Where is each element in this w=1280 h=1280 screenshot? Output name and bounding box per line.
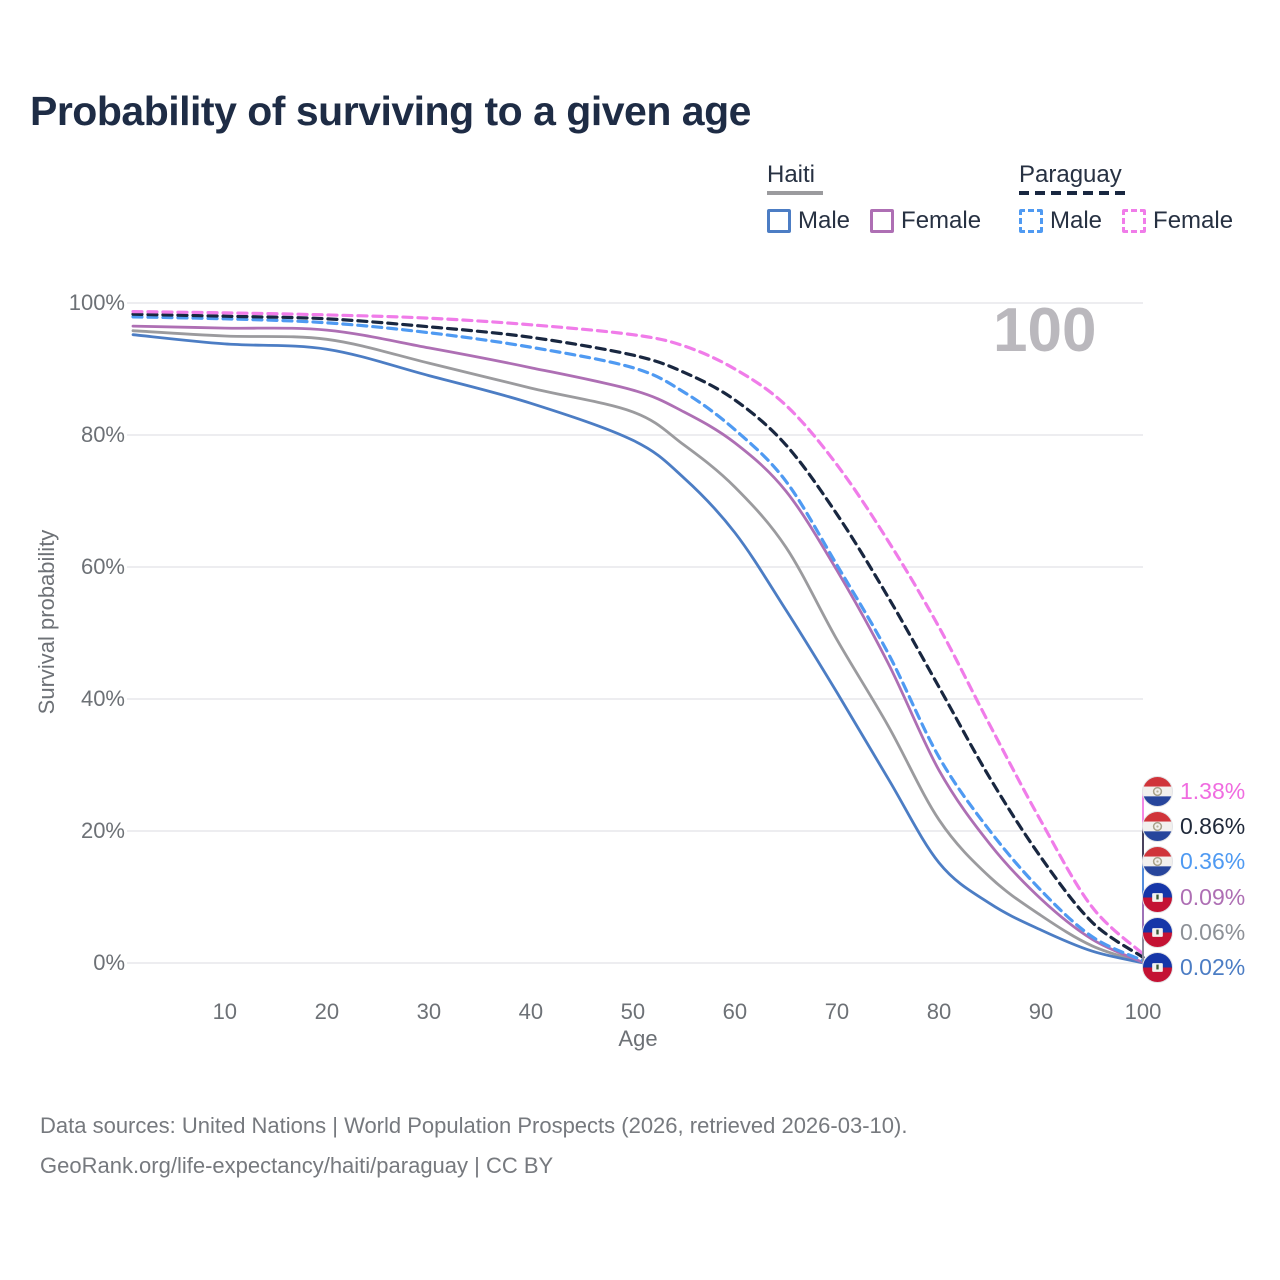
paraguay-line-style-sample	[1019, 191, 1131, 195]
legend-group-haiti: Haiti Male Female	[767, 162, 981, 235]
legend-group-paraguay: Paraguay Male Female	[1019, 162, 1233, 235]
x-tick-50: 50	[620, 999, 646, 1024]
y-tick-80%: 80%	[80, 422, 125, 447]
series-line-paraguay-male[interactable]	[131, 315, 1145, 963]
x-tick-80: 80	[926, 999, 952, 1024]
series-line-paraguay-female[interactable]	[131, 310, 1145, 956]
haiti-male-swatch-icon	[767, 209, 791, 233]
x-tick-20: 20	[314, 999, 340, 1024]
legend-country-paraguay: Paraguay	[1019, 161, 1122, 188]
end-label-value: 1.38%	[1180, 777, 1246, 804]
footer-url-license: GeoRank.org/life-expectancy/haiti/paragu…	[40, 1153, 554, 1178]
x-tick-100: 100	[1124, 999, 1162, 1024]
paraguay-male-swatch-icon	[1019, 209, 1043, 233]
hovered-age-watermark: 100	[993, 296, 1097, 365]
y-tick-40%: 40%	[80, 686, 125, 711]
haiti-line-style-sample	[767, 191, 823, 195]
x-tick-30: 30	[416, 999, 442, 1024]
legend-item-label: Male	[798, 207, 851, 234]
end-label-value: 0.86%	[1180, 812, 1246, 839]
legend-item-label: Male	[1050, 207, 1103, 234]
legend-item-haiti-female[interactable]: Female	[870, 207, 981, 235]
end-label-haiti-total: 0.06%	[1142, 916, 1245, 948]
paraguay-flag-icon	[1142, 776, 1173, 807]
haiti-flag-icon	[1142, 882, 1173, 913]
footer-data-sources: Data sources: United Nations | World Pop…	[40, 1113, 908, 1138]
haiti-flag-icon	[1142, 952, 1173, 983]
x-tick-60: 60	[722, 999, 748, 1024]
legend-item-haiti-male[interactable]: Male	[767, 207, 850, 235]
page-title: Probability of surviving to a given age	[30, 88, 751, 134]
x-axis-title: Age	[618, 1026, 658, 1051]
end-label-haiti-male: 0.02%	[1142, 951, 1245, 983]
y-tick-0%: 0%	[93, 950, 125, 975]
y-axis-title: Survival probability	[34, 529, 59, 715]
end-label-paraguay-female: 1.38%	[1142, 775, 1245, 807]
y-tick-100%: 100%	[68, 290, 125, 315]
end-label-paraguay-male: 0.36%	[1142, 845, 1245, 877]
end-label-value: 0.09%	[1180, 883, 1246, 910]
legend-item-label: Female	[1153, 207, 1234, 234]
x-tick-10: 10	[212, 999, 238, 1024]
series-line-haiti-male[interactable]	[131, 333, 1145, 965]
legend-item-paraguay-female[interactable]: Female	[1122, 207, 1233, 235]
series-line-haiti-both-sexes-[interactable]	[131, 329, 1145, 964]
end-label-paraguay-total: 0.86%	[1142, 810, 1245, 842]
end-label-value: 0.06%	[1180, 918, 1246, 945]
end-label-value: 0.36%	[1180, 847, 1246, 874]
x-tick-40: 40	[518, 999, 544, 1024]
legend-item-label: Female	[901, 207, 982, 234]
y-tick-60%: 60%	[80, 554, 125, 579]
end-label-value: 0.02%	[1180, 953, 1246, 980]
paraguay-flag-icon	[1142, 846, 1173, 877]
x-tick-90: 90	[1028, 999, 1054, 1024]
footer-attribution: Data sources: United Nations | World Pop…	[40, 1106, 907, 1186]
series-line-haiti-female[interactable]	[131, 324, 1145, 964]
haiti-flag-icon	[1142, 917, 1173, 948]
legend-item-paraguay-male[interactable]: Male	[1019, 207, 1102, 235]
x-tick-70: 70	[824, 999, 850, 1024]
haiti-female-swatch-icon	[870, 209, 895, 233]
paraguay-flag-icon	[1142, 811, 1173, 842]
end-label-haiti-female: 0.09%	[1142, 881, 1245, 913]
y-tick-20%: 20%	[80, 818, 125, 843]
paraguay-female-swatch-icon	[1122, 209, 1147, 233]
legend-country-haiti: Haiti	[767, 161, 816, 188]
series-line-paraguay-both-sexes-[interactable]	[131, 312, 1145, 959]
